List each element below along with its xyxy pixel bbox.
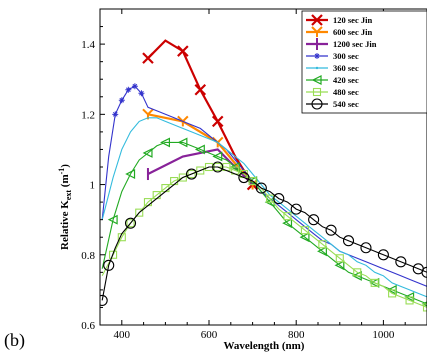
- series-360-sec: [102, 118, 427, 297]
- legend-label: 480 sec: [333, 87, 359, 97]
- legend-label: 300 sec: [333, 51, 359, 61]
- legend: 120 sec Jin 600 sec Jin 1200 sec Jin 300 se…: [302, 11, 427, 113]
- data-point-120-sec-jin: [143, 53, 153, 63]
- series-line-120-sec-jin: [148, 41, 253, 185]
- data-point-540-sec: [97, 295, 107, 305]
- data-point-300-sec: [119, 97, 125, 103]
- y-axis-title-unit-close: ): [59, 164, 71, 168]
- series-line-360-sec: [102, 118, 427, 297]
- data-point-300-sec: [112, 111, 118, 117]
- y-tick-label: 0.8: [81, 250, 95, 262]
- legend-label: 600 sec Jin: [333, 27, 372, 37]
- series-480-sec: [102, 164, 427, 311]
- y-tick-label: 1: [90, 180, 96, 192]
- x-axis-title: Wavelength (nm): [224, 340, 305, 352]
- y-axis-title-unit: (m: [59, 174, 71, 190]
- legend-label: 540 sec: [333, 99, 359, 109]
- y-tick-label: 1.2: [81, 109, 95, 121]
- y-axis-title-sub: ext: [64, 190, 73, 201]
- legend-label: 1200 sec Jin: [333, 39, 377, 49]
- legend-label: 120 sec Jin: [333, 15, 372, 25]
- legend-label: 360 sec: [333, 63, 359, 73]
- y-axis-title: Relative Kext (m-1): [57, 164, 73, 250]
- y-axis-title-unit-sup: -1: [57, 168, 66, 175]
- y-axis-title-main: Relative K: [59, 200, 71, 250]
- x-tick-label: 400: [114, 329, 131, 341]
- legend-label: 420 sec: [333, 75, 359, 85]
- x-tick-label: 1000: [372, 329, 395, 341]
- y-tick-label: 0.6: [81, 320, 95, 332]
- data-point-300-sec: [125, 87, 131, 93]
- y-tick-label: 1.4: [81, 39, 95, 51]
- data-point-120-sec-jin: [178, 46, 188, 56]
- panel-label: (b): [4, 330, 25, 351]
- legend-marker-360-sec: [316, 67, 318, 69]
- data-point-120-sec-jin: [213, 116, 223, 126]
- data-point-120-sec-jin: [195, 85, 205, 95]
- x-tick-label: 600: [201, 329, 218, 341]
